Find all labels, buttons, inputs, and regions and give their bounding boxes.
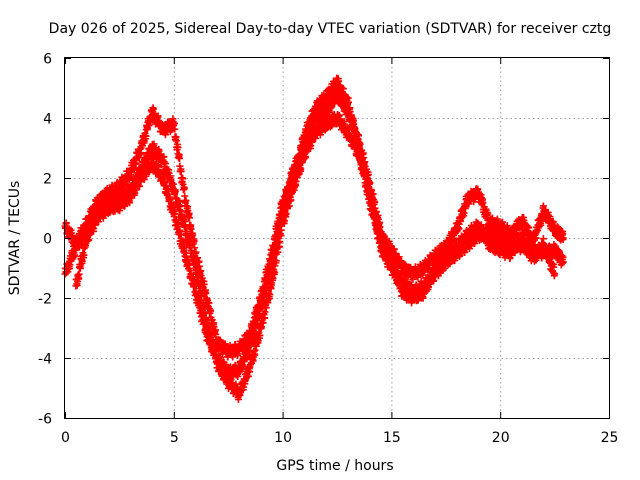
data-point: [160, 174, 168, 182]
data-point: [350, 120, 358, 128]
data-point: [306, 132, 314, 140]
data-point: [559, 234, 567, 242]
data-point: [391, 263, 399, 271]
data-point: [551, 270, 559, 278]
data-point: [186, 267, 194, 275]
data-point: [137, 150, 145, 158]
data-point: [81, 241, 89, 249]
data-point: [142, 132, 150, 140]
y-tick-label: -4: [38, 352, 52, 368]
y-tick-label: 0: [43, 232, 52, 248]
data-point: [250, 327, 258, 335]
data-point: [364, 170, 372, 178]
data-point: [484, 210, 492, 218]
x-tick-label: 15: [383, 430, 401, 446]
data-point: [280, 207, 288, 215]
data-point: [207, 307, 215, 315]
plot-frame: [64, 57, 610, 419]
data-point: [281, 198, 289, 206]
data-point: [537, 217, 545, 225]
data-point: [270, 255, 278, 263]
data-point: [311, 121, 319, 129]
y-tick-label: -2: [38, 292, 52, 308]
data-point: [532, 254, 540, 262]
x-tick-label: 5: [170, 430, 179, 446]
x-tick-label: 20: [492, 430, 510, 446]
data-point: [371, 204, 379, 212]
x-tick-label: 0: [61, 430, 70, 446]
x-tick-label: 10: [274, 430, 292, 446]
data-point: [307, 142, 315, 150]
data-point: [169, 180, 177, 188]
y-tick-label: -6: [38, 412, 52, 428]
data-points: [61, 74, 567, 403]
data-point: [270, 249, 278, 257]
data-point: [80, 251, 88, 259]
y-tick-label: 4: [43, 112, 52, 128]
data-point: [180, 184, 188, 192]
data-point: [177, 167, 185, 175]
data-point: [249, 336, 257, 344]
data-point: [171, 125, 179, 133]
data-point: [239, 362, 247, 370]
data-point: [185, 214, 193, 222]
data-point: [260, 291, 268, 299]
data-point: [174, 223, 182, 231]
data-point: [177, 207, 185, 215]
data-point: [301, 143, 309, 151]
data-point: [67, 229, 75, 237]
data-point: [71, 251, 79, 259]
data-point: [176, 231, 184, 239]
data-point: [241, 377, 249, 385]
data-point: [166, 196, 174, 204]
data-point: [335, 77, 343, 85]
data-point: [171, 188, 179, 196]
data-point: [520, 217, 528, 225]
data-point: [164, 188, 172, 196]
data-point: [261, 308, 269, 316]
data-point: [267, 266, 275, 274]
data-point: [201, 320, 209, 328]
data-point: [265, 275, 273, 283]
y-tick-label: 2: [43, 172, 52, 188]
data-point: [559, 258, 567, 266]
data-point: [356, 140, 364, 148]
data-point: [366, 179, 374, 187]
data-point: [190, 237, 198, 245]
y-tick-label: 6: [43, 52, 52, 68]
data-point: [550, 263, 558, 271]
data-point: [381, 235, 389, 243]
data-point: [275, 228, 283, 236]
data-point: [187, 225, 195, 233]
data-point: [340, 97, 348, 105]
data-point: [354, 132, 362, 140]
chart-title: Day 026 of 2025, Sidereal Day-to-day VTE…: [49, 21, 612, 37]
data-point: [255, 312, 263, 320]
data-point: [525, 243, 533, 251]
data-point: [75, 270, 83, 278]
x-axis-label: GPS time / hours: [276, 458, 393, 474]
data-point: [200, 280, 208, 288]
axis-ticks: 0 5 10 15 20 25 -6 -4 -2 0 2 4 6: [38, 52, 618, 447]
x-tick-label: 25: [601, 430, 619, 446]
data-point: [172, 137, 180, 145]
data-point: [371, 198, 379, 206]
data-point: [195, 297, 203, 305]
data-point: [360, 154, 368, 162]
data-point: [479, 199, 487, 207]
data-point: [195, 262, 203, 270]
data-point: [191, 281, 199, 289]
data-point: [460, 209, 468, 217]
y-axis-label: SDTVAR / TECUs: [7, 181, 23, 296]
data-point: [277, 217, 285, 225]
data-point: [174, 143, 182, 151]
data-point: [90, 224, 98, 232]
data-point: [424, 283, 432, 291]
data-point: [192, 248, 200, 256]
data-point: [91, 206, 99, 214]
data-point: [66, 261, 74, 269]
data-point: [176, 154, 184, 162]
data-point: [212, 330, 220, 338]
